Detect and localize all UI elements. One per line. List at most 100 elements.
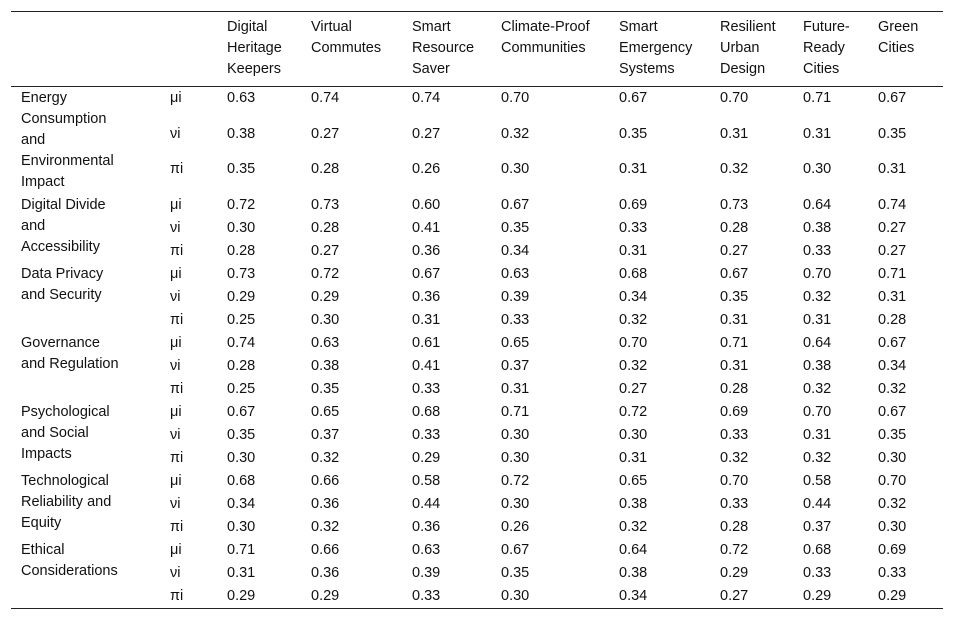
symbol-cell: μi [170, 473, 182, 489]
value-cell: 0.33 [720, 496, 749, 512]
symbol-cell: πi [170, 519, 184, 535]
value-cell: 0.73 [720, 197, 749, 213]
symbol-cell: νi [170, 496, 181, 512]
value-cell: 0.38 [803, 358, 832, 374]
value-cell: 0.67 [878, 404, 907, 420]
value-cell: 0.65 [311, 404, 340, 420]
table-row: νi 0.30 0.28 0.41 0.35 0.33 0.28 0.38 0.27 [11, 217, 943, 240]
value-cell: 0.30 [619, 427, 648, 443]
value-cell: 0.27 [619, 381, 648, 397]
value-cell: 0.63 [311, 335, 340, 351]
value-cell: 0.31 [878, 289, 907, 305]
value-cell: 0.67 [720, 266, 749, 282]
symbol-cell: πi [170, 161, 184, 178]
value-cell: 0.32 [311, 519, 340, 535]
value-cell: 0.30 [501, 588, 530, 604]
value-cell: 0.25 [227, 312, 256, 328]
value-cell: 0.71 [501, 404, 530, 420]
value-cell: 0.58 [412, 473, 441, 489]
value-cell: 0.63 [501, 266, 530, 282]
value-cell: 0.35 [878, 427, 907, 443]
value-cell: 0.31 [412, 312, 441, 328]
value-cell: 0.60 [412, 197, 441, 213]
symbol-cell: νi [170, 358, 181, 374]
value-cell: 0.64 [803, 335, 832, 351]
value-cell: 0.71 [227, 542, 256, 558]
value-cell: 0.73 [227, 266, 256, 282]
value-cell: 0.44 [412, 496, 441, 512]
table-row: Ethical Considerations μi 0.71 0.66 0.63 0.67… [11, 539, 943, 579]
value-cell: 0.28 [311, 220, 340, 236]
value-cell: 0.25 [227, 381, 256, 397]
value-cell: 0.35 [501, 565, 530, 581]
value-cell: 0.33 [412, 381, 441, 397]
table-row: νi 0.31 0.36 0.39 0.35 0.38 0.29 0.33 0.33 [11, 562, 943, 585]
value-cell: 0.63 [412, 542, 441, 558]
value-cell: 0.39 [412, 565, 441, 581]
value-cell: 0.30 [878, 450, 907, 466]
table-body: Energy Consumption and Environmental Imp… [11, 87, 943, 609]
value-cell: 0.33 [412, 588, 441, 604]
value-cell: 0.31 [803, 312, 832, 328]
value-cell: 0.69 [619, 197, 648, 213]
value-cell: 0.32 [803, 381, 832, 397]
value-cell: 0.61 [412, 335, 441, 351]
value-cell: 0.29 [878, 588, 907, 604]
value-cell: 0.35 [501, 220, 530, 236]
table-row: πi 0.30 0.32 0.29 0.30 0.31 0.32 0.32 0.30 [11, 447, 943, 470]
table-row: Governance and Regulation μi 0.74 0.63 0.61 0… [11, 332, 943, 372]
value-cell: 0.30 [227, 519, 256, 535]
value-cell: 0.70 [619, 335, 648, 351]
value-cell: 0.38 [311, 358, 340, 374]
value-cell: 0.67 [501, 542, 530, 558]
value-cell: 0.65 [619, 473, 648, 489]
symbol-cell: μi [170, 335, 182, 351]
symbol-cell: νi [170, 220, 181, 236]
value-cell: 0.34 [501, 243, 530, 259]
value-cell: 0.29 [803, 588, 832, 604]
value-cell: 0.35 [720, 289, 749, 305]
value-cell: 0.70 [720, 90, 749, 106]
value-cell: 0.74 [311, 90, 340, 106]
value-cell: 0.31 [878, 161, 907, 178]
value-cell: 0.72 [720, 542, 749, 558]
value-cell: 0.32 [720, 450, 749, 466]
value-cell: 0.33 [878, 565, 907, 581]
value-cell: 0.71 [720, 335, 749, 351]
value-cell: 0.29 [412, 450, 441, 466]
value-cell: 0.38 [803, 220, 832, 236]
table-row: πi 0.29 0.29 0.33 0.30 0.34 0.27 0.29 0.29 [11, 585, 943, 609]
value-cell: 0.67 [878, 335, 907, 351]
group-label: Data Privacy and Security [21, 266, 104, 303]
symbol-cell: μi [170, 90, 182, 106]
value-cell: 0.28 [311, 161, 340, 178]
value-cell: 0.30 [501, 427, 530, 443]
value-cell: 0.71 [803, 90, 832, 106]
value-cell: 0.32 [619, 519, 648, 535]
value-cell: 0.65 [501, 335, 530, 351]
value-cell: 0.72 [501, 473, 530, 489]
value-cell: 0.29 [227, 289, 256, 305]
group-label: Psychological and Social Impacts [21, 404, 110, 462]
value-cell: 0.29 [227, 588, 256, 604]
value-cell: 0.32 [619, 312, 648, 328]
value-cell: 0.35 [227, 427, 256, 443]
value-cell: 0.27 [720, 588, 749, 604]
value-cell: 0.35 [878, 125, 907, 142]
value-cell: 0.29 [311, 289, 340, 305]
value-cell: 0.32 [878, 381, 907, 397]
value-cell: 0.67 [227, 404, 256, 420]
symbol-cell: πi [170, 588, 184, 604]
table-row: νi 0.38 0.27 0.27 0.32 0.35 0.31 0.31 0.35 [11, 123, 943, 159]
group-label: Governance and Regulation [21, 335, 119, 372]
value-cell: 0.27 [878, 220, 907, 236]
value-cell: 0.32 [311, 450, 340, 466]
value-cell: 0.34 [227, 496, 256, 512]
value-cell: 0.35 [311, 381, 340, 397]
value-cell: 0.31 [803, 427, 832, 443]
group-label: Energy Consumption and Environmental Imp… [21, 90, 114, 190]
symbol-cell: μi [170, 542, 182, 558]
symbol-cell: πi [170, 243, 184, 259]
value-cell: 0.28 [720, 381, 749, 397]
